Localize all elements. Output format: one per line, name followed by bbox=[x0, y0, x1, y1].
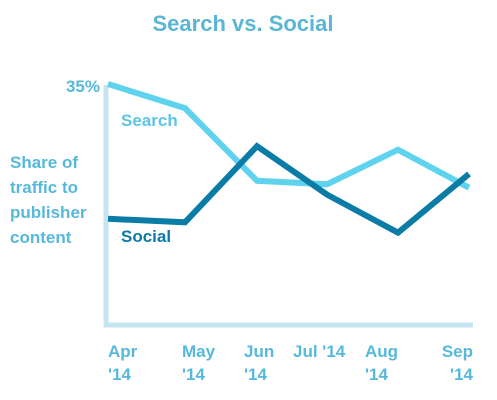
x-tick-label: Aug '14 bbox=[365, 342, 398, 384]
series-labels: Search Social bbox=[121, 111, 178, 246]
y-axis-label-line: Share of bbox=[10, 153, 78, 172]
x-tick-labels: Apr '14 May '14 Jun '14 Jul '14 Aug '14 Sep '14 bbox=[108, 342, 474, 384]
y-axis-label-line: content bbox=[10, 228, 72, 247]
x-tick-label: Sep '14 bbox=[442, 342, 474, 384]
x-tick-label: Jun '14 bbox=[244, 342, 274, 384]
series-label-social: Social bbox=[121, 227, 171, 246]
series-label-search: Search bbox=[121, 111, 178, 130]
y-axis-label: Share of traffic to publisher content bbox=[10, 153, 87, 247]
series-line-social bbox=[107, 142, 471, 237]
x-tick-label: Apr '14 bbox=[108, 342, 138, 384]
y-tick-label: 35% bbox=[66, 77, 100, 96]
series-group bbox=[107, 81, 471, 237]
series-line-search bbox=[107, 81, 471, 191]
chart-title: Search vs. Social bbox=[153, 11, 334, 36]
x-tick-label: May '14 bbox=[182, 342, 216, 384]
y-axis-label-line: publisher bbox=[10, 203, 87, 222]
y-axis-label-line: traffic to bbox=[10, 178, 78, 197]
x-tick-label: Jul '14 bbox=[293, 342, 346, 361]
